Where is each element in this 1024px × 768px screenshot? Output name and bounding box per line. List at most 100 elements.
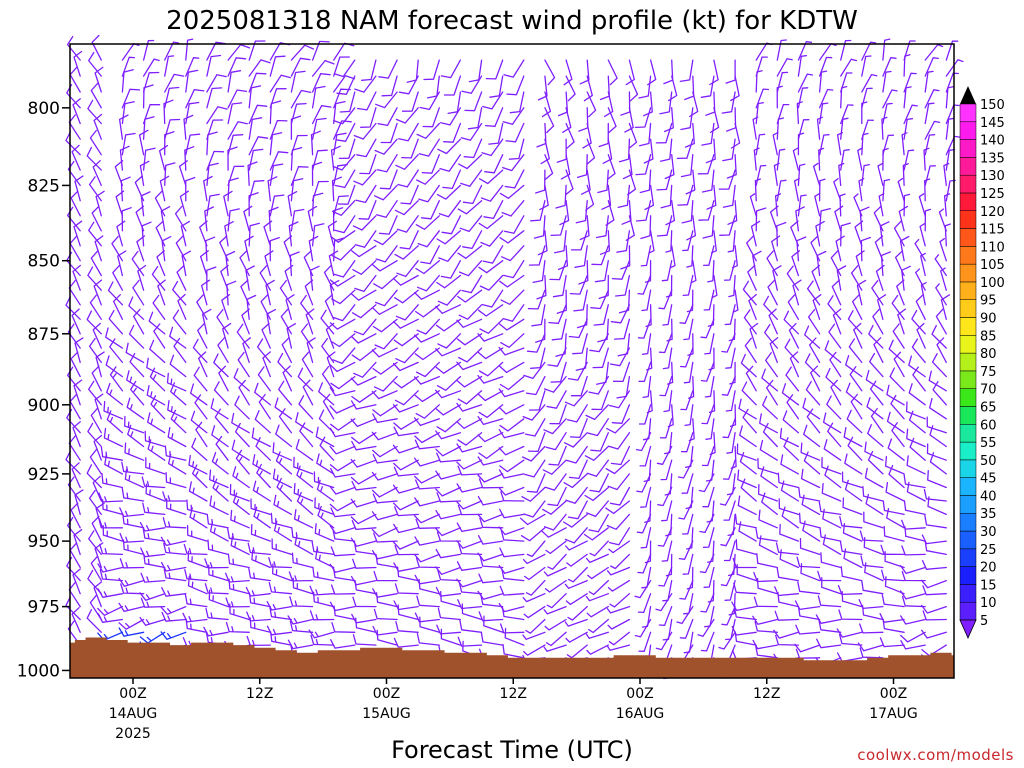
wind-barb (477, 513, 504, 523)
wind-barb (905, 401, 926, 420)
wind-barb (251, 427, 271, 448)
wind-barb (727, 230, 736, 253)
wind-barb (329, 500, 356, 512)
wind-barb (290, 146, 303, 171)
wind-barb (217, 337, 229, 364)
wind-barb (236, 323, 250, 349)
wind-barb (839, 193, 846, 217)
wind-barb (457, 599, 483, 610)
wind-barb (248, 72, 267, 93)
wind-barb (206, 131, 218, 156)
wind-barb (351, 480, 377, 491)
wind-barb (635, 154, 652, 176)
wind-barb (260, 294, 271, 320)
wind-barb (731, 601, 757, 612)
wind-barb (336, 75, 356, 95)
wind-barb (339, 91, 356, 113)
wind-barb (225, 250, 236, 277)
wind-barb (745, 365, 757, 392)
terrain-fill (70, 637, 954, 678)
wind-barb (579, 59, 590, 85)
wind-barb (371, 486, 398, 498)
wind-barb (480, 594, 504, 608)
wind-barb (607, 473, 631, 491)
wind-barb (192, 338, 208, 364)
wind-barb (352, 596, 377, 608)
wind-barb (248, 222, 260, 247)
wind-barb (721, 333, 736, 353)
wind-barb (565, 540, 588, 551)
wind-barb (287, 615, 314, 625)
wind-barb (193, 366, 208, 392)
wind-barb (157, 279, 166, 306)
wind-barb (88, 530, 102, 556)
wind-barb (569, 418, 588, 439)
wind-barb (931, 353, 947, 378)
wind-barb (169, 326, 187, 349)
wind-barb (565, 631, 588, 643)
wind-barb (589, 333, 609, 353)
wind-barb (330, 230, 356, 243)
y-tick-label: 900 (28, 396, 60, 416)
wind-barb (124, 442, 145, 461)
wind-barb (521, 445, 546, 462)
wind-barb (184, 568, 208, 582)
wind-barb (394, 506, 419, 517)
wind-barb (897, 177, 905, 202)
wind-barb (720, 566, 736, 587)
wind-barb (166, 498, 187, 516)
wind-barb (898, 205, 909, 232)
wind-barb (753, 571, 778, 583)
wind-barb (861, 73, 878, 93)
wind-barb (133, 308, 145, 335)
wind-barb (316, 479, 335, 502)
wind-barb (722, 184, 736, 208)
wind-barb (791, 250, 801, 277)
wind-barb (815, 614, 842, 624)
wind-barb (196, 294, 208, 320)
wind-barb (226, 280, 237, 306)
wind-barb (155, 220, 166, 247)
wind-barb (882, 57, 897, 77)
wind-barb (280, 308, 293, 335)
wind-barb (607, 59, 618, 86)
wind-barb (891, 294, 905, 320)
wind-barb (371, 347, 398, 358)
wind-barb (881, 594, 905, 608)
wind-barb (393, 274, 419, 286)
wind-barb (256, 338, 271, 364)
wind-barb (269, 194, 285, 217)
wind-barb (332, 528, 356, 542)
wind-barb (812, 294, 822, 320)
wind-barb (161, 587, 187, 597)
wind-barb (642, 91, 653, 117)
wind-barb (203, 175, 213, 202)
wind-barb (924, 120, 941, 140)
wind-barb (126, 397, 145, 420)
wind-barb (700, 361, 715, 382)
wind-barb (549, 260, 567, 281)
wind-barb (827, 295, 842, 320)
wind-barb (208, 564, 229, 582)
wind-barb (818, 102, 829, 125)
wind-barb (800, 563, 821, 582)
wind-barb (414, 432, 440, 444)
wind-barb (310, 130, 321, 156)
wind-barb (945, 117, 955, 140)
wind-barb (275, 424, 293, 448)
wind-barb (250, 524, 271, 542)
colorbar-swatch (959, 406, 977, 425)
wind-barb (699, 553, 715, 574)
wind-barb (816, 116, 823, 140)
wind-barb (610, 553, 631, 570)
wind-barb (606, 644, 631, 651)
wind-barb (944, 223, 951, 247)
wind-barb (227, 134, 244, 156)
wind-barb (846, 409, 863, 434)
wind-barb (864, 467, 884, 489)
wind-barb (749, 322, 759, 349)
wind-barb (684, 122, 695, 148)
wind-barb (940, 267, 947, 291)
wind-barb (639, 169, 652, 194)
wind-barb (248, 567, 271, 582)
